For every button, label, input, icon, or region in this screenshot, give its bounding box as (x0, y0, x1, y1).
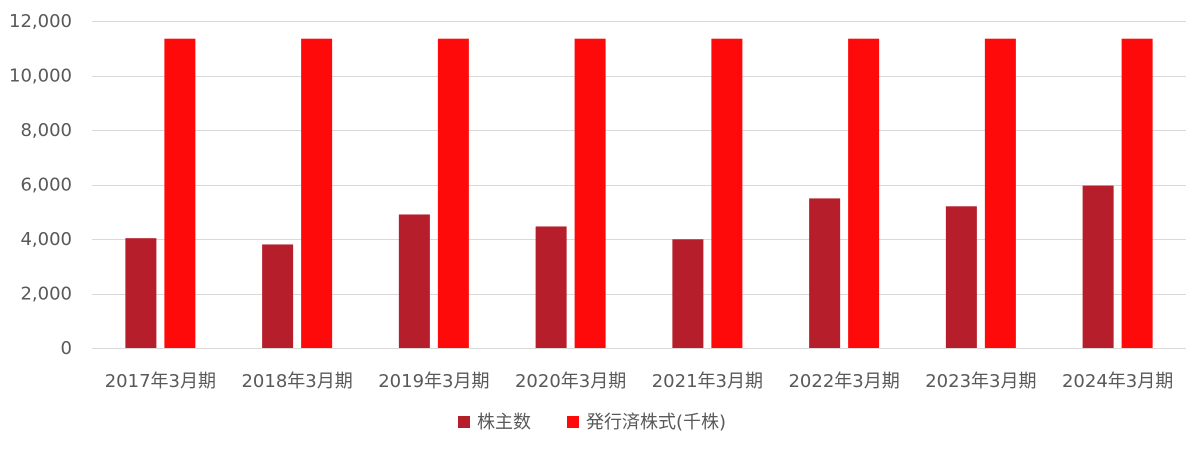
y-tick-label: 12,000 (9, 11, 72, 32)
y-tick-label: 6,000 (20, 175, 72, 196)
y-tick-label: 4,000 (20, 229, 72, 250)
bar-series-0-5 (672, 239, 704, 348)
x-axis-labels: 2017年3月期 2018年3月期 2019年3月期 2020年3月期 2021年3月期… (105, 371, 1174, 392)
x-category-label: 2017年3月期 (105, 371, 216, 392)
bar-series-1-1 (164, 38, 196, 349)
bar-series-1-6 (848, 38, 880, 349)
legend-label-0: 株主数 (477, 412, 531, 433)
x-category-label: 2019年3月期 (378, 371, 489, 392)
y-tick-label: 0 (61, 338, 72, 359)
bar-series-0-6 (809, 198, 841, 348)
bar-series-1-5 (711, 38, 743, 349)
bar-series-1-7 (984, 38, 1016, 349)
y-tick-label: 10,000 (9, 66, 72, 87)
x-category-label: 2021年3月期 (652, 371, 763, 392)
bar-series-0-8 (1082, 185, 1114, 348)
legend-label-1: 発行済株式(千株) (586, 412, 726, 433)
bar-series-0-2 (262, 244, 294, 348)
x-category-label: 2023年3月期 (925, 371, 1036, 392)
legend: 株主数 発行済株式(千株) (458, 412, 726, 433)
bar-series-1-8 (1121, 38, 1153, 349)
bar-series-0-3 (398, 214, 430, 348)
bar-series-1-2 (301, 38, 333, 349)
x-category-label: 2022年3月期 (788, 371, 899, 392)
gridlines (92, 21, 1186, 349)
y-tick-label: 2,000 (20, 284, 72, 305)
legend-swatch-1 (567, 416, 579, 428)
x-category-label: 2018年3月期 (241, 371, 352, 392)
bar-series-0-7 (945, 206, 977, 348)
y-axis-ticks: 0 2,000 4,000 6,000 8,000 10,000 12,000 (9, 11, 72, 359)
bar-series-1-4 (574, 38, 606, 349)
bars (125, 38, 1153, 349)
legend-swatch-0 (458, 416, 470, 428)
x-category-label: 2024年3月期 (1062, 371, 1173, 392)
bar-series-1-3 (437, 38, 469, 349)
y-tick-label: 8,000 (20, 120, 72, 141)
bar-series-0-1 (125, 238, 157, 348)
bar-series-0-4 (535, 226, 567, 348)
x-category-label: 2020年3月期 (515, 371, 626, 392)
